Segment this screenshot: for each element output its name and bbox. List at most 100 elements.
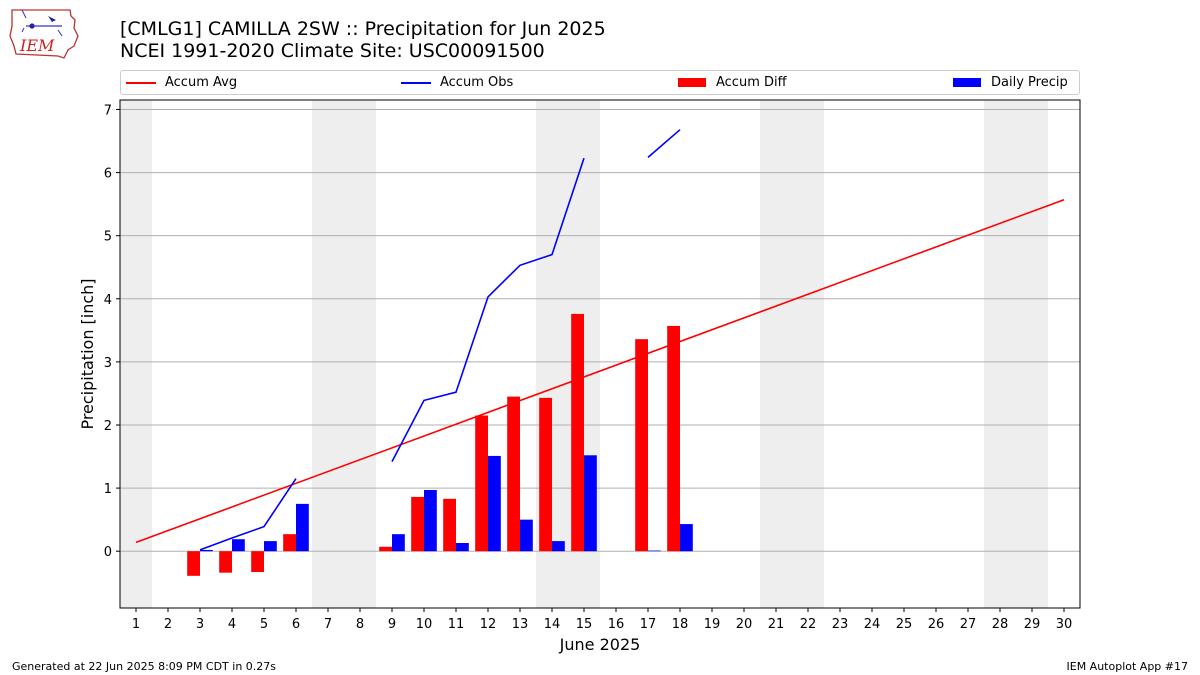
legend-swatch-daily-precip — [953, 78, 981, 87]
grid-lines — [120, 108, 1080, 552]
daily-precip-bar — [552, 541, 565, 552]
legend-swatch-accum-avg — [126, 81, 156, 84]
legend-item-daily-precip: Daily Precip — [953, 71, 1068, 94]
daily-precip-bar — [392, 534, 405, 552]
accum-obs-line — [199, 478, 297, 551]
bars — [187, 313, 693, 576]
weekend-band — [760, 100, 792, 608]
y-tick-label: 1 — [104, 482, 112, 497]
y-tick-label: 7 — [104, 103, 112, 118]
daily-precip-bar — [232, 539, 245, 552]
lines — [135, 129, 1065, 551]
x-tick-label: 28 — [992, 617, 1009, 632]
weekend-band — [312, 100, 344, 608]
x-tick-label: 9 — [388, 617, 396, 632]
daily-precip-bar — [200, 549, 213, 552]
daily-precip-bar — [520, 519, 533, 552]
x-tick-label: 23 — [832, 617, 849, 632]
x-tick-label: 7 — [324, 617, 332, 632]
x-tick-label: 20 — [736, 617, 753, 632]
legend-swatch-accum-obs — [401, 81, 431, 84]
x-tick-label: 8 — [356, 617, 364, 632]
y-tick-label: 0 — [104, 545, 112, 560]
daily-precip-bar — [680, 524, 693, 552]
footer-generated: Generated at 22 Jun 2025 8:09 PM CDT in … — [12, 660, 277, 673]
chart-subtitle: NCEI 1991-2020 Climate Site: USC00091500 — [120, 40, 545, 62]
footer-app: IEM Autoplot App #17 — [1066, 660, 1189, 673]
logo-text: IEM — [19, 36, 55, 55]
x-tick-label: 16 — [608, 617, 625, 632]
x-tick-label: 14 — [544, 617, 561, 632]
x-tick-label: 18 — [672, 617, 689, 632]
y-axis-label: Precipitation [inch] — [78, 278, 97, 429]
iem-logo: IEM — [9, 9, 79, 59]
y-tick-label: 4 — [104, 293, 112, 308]
x-axis-label: June 2025 — [559, 635, 641, 654]
accum-diff-bar — [507, 396, 520, 552]
x-tick-label: 26 — [928, 617, 945, 632]
accum-diff-bar — [283, 534, 296, 552]
chart-title: [CMLG1] CAMILLA 2SW :: Precipitation for… — [120, 18, 606, 40]
y-tick-label: 2 — [104, 419, 112, 434]
accum-diff-bar — [379, 546, 392, 552]
x-tick-label: 1 — [132, 617, 140, 632]
weekend-band — [344, 100, 376, 608]
x-tick-label: 24 — [864, 617, 881, 632]
x-tick-label: 25 — [896, 617, 913, 632]
x-tick-label: 12 — [480, 617, 497, 632]
x-tick-label: 29 — [1024, 617, 1041, 632]
weekend-band — [120, 100, 152, 608]
accum-diff-bar — [635, 339, 648, 552]
accum-diff-bar — [539, 397, 552, 552]
y-tick-label: 5 — [104, 230, 112, 245]
legend-item-accum-obs: Accum Obs — [401, 71, 513, 94]
y-tick-label: 3 — [104, 356, 112, 371]
legend-item-accum-diff: Accum Diff — [678, 71, 787, 94]
weekend-shading — [120, 100, 1048, 608]
x-tick-label: 11 — [448, 617, 465, 632]
x-tick-label: 27 — [960, 617, 977, 632]
weekend-band — [792, 100, 824, 608]
weekend-band — [984, 100, 1016, 608]
x-tick-label: 4 — [228, 617, 236, 632]
x-tick-label: 5 — [260, 617, 268, 632]
x-tick-label: 3 — [196, 617, 204, 632]
daily-precip-bar — [584, 455, 597, 552]
x-tick-label: 17 — [640, 617, 657, 632]
daily-precip-bar — [296, 503, 309, 552]
daily-precip-bar — [648, 550, 661, 552]
accum-diff-bar — [187, 551, 200, 576]
legend-label-accum-diff: Accum Diff — [716, 75, 787, 90]
x-tick-label: 10 — [416, 617, 433, 632]
legend-item-accum-avg: Accum Avg — [126, 71, 237, 94]
accum-diff-bar — [219, 551, 232, 573]
daily-precip-bar — [456, 543, 469, 552]
x-tick-label: 13 — [512, 617, 529, 632]
accum-diff-bar — [443, 498, 456, 552]
x-tick-label: 22 — [800, 617, 817, 632]
x-tick-label: 15 — [576, 617, 593, 632]
daily-precip-bar — [264, 541, 277, 552]
legend-label-daily-precip: Daily Precip — [991, 75, 1068, 90]
accum-obs-line — [647, 129, 681, 159]
accum-diff-bar — [475, 415, 488, 552]
legend-swatch-accum-diff — [678, 78, 706, 87]
plot-frame — [119, 99, 1081, 609]
x-tick-label: 2 — [164, 617, 172, 632]
chart-legend: Accum Avg Accum Obs Accum Diff Daily Pre… — [120, 70, 1080, 95]
x-tick-label: 19 — [704, 617, 721, 632]
accum-diff-bar — [571, 313, 584, 552]
y-tick-label: 6 — [104, 167, 112, 182]
legend-label-accum-obs: Accum Obs — [440, 75, 514, 90]
daily-precip-bar — [488, 455, 501, 552]
accum-diff-bar — [411, 496, 424, 552]
daily-precip-bar — [424, 489, 437, 552]
accum-diff-bar — [251, 551, 264, 573]
x-tick-label: 21 — [768, 617, 785, 632]
accum-obs-line — [391, 157, 585, 462]
x-tick-label: 30 — [1056, 617, 1073, 632]
accum-diff-bar — [667, 325, 680, 552]
legend-label-accum-avg: Accum Avg — [165, 75, 238, 90]
